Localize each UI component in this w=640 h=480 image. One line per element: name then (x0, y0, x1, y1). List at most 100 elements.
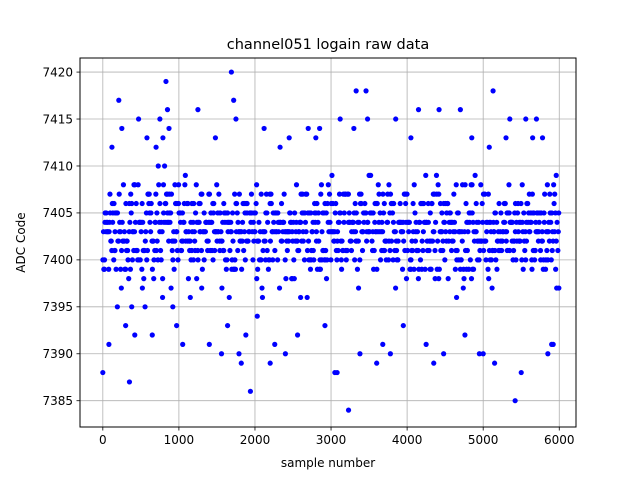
data-point (275, 210, 281, 216)
data-point (411, 182, 417, 188)
data-point (112, 229, 118, 235)
data-point (530, 135, 536, 141)
data-point (436, 191, 442, 197)
data-point (453, 294, 460, 301)
x-tick-label: 2000 (240, 433, 271, 447)
data-point (428, 266, 434, 272)
data-point (161, 163, 168, 169)
data-point (190, 219, 196, 225)
data-point (523, 116, 529, 122)
data-point (100, 369, 106, 376)
data-point (541, 219, 547, 225)
data-point (191, 200, 197, 207)
data-point (182, 172, 188, 178)
data-point (126, 276, 132, 282)
data-point (282, 257, 288, 263)
data-point (160, 182, 167, 188)
data-point (408, 257, 414, 263)
data-point (174, 322, 180, 329)
data-point (348, 238, 354, 244)
data-point (328, 257, 334, 263)
data-point (112, 247, 118, 254)
data-point (380, 341, 386, 347)
data-point (457, 107, 463, 113)
data-point (279, 238, 285, 244)
data-point (139, 285, 145, 291)
data-point (443, 229, 449, 235)
data-point (235, 219, 241, 225)
data-point (205, 238, 211, 244)
data-point (507, 116, 513, 122)
data-point (118, 266, 124, 272)
data-point (142, 304, 148, 310)
data-point (156, 182, 162, 188)
data-point (506, 210, 512, 216)
data-point (167, 219, 173, 225)
data-point (395, 257, 401, 263)
data-point (272, 247, 278, 254)
x-tick-label: 6000 (544, 433, 575, 447)
data-point (230, 238, 236, 244)
data-point (318, 182, 325, 188)
data-point (463, 200, 469, 207)
data-point (198, 247, 205, 254)
data-point (101, 266, 107, 272)
data-point (357, 351, 363, 357)
data-point (154, 238, 160, 244)
data-point (301, 257, 308, 263)
data-point (529, 191, 535, 197)
data-point (236, 351, 242, 357)
data-point (243, 332, 249, 338)
data-point (185, 276, 192, 282)
data-point (406, 219, 412, 225)
data-point (252, 210, 258, 216)
data-point (374, 360, 380, 366)
data-point (129, 304, 135, 310)
data-point (550, 341, 556, 347)
data-point (125, 247, 131, 254)
chart-title: channel051 logain raw data (227, 37, 429, 53)
data-point (206, 191, 213, 197)
data-point (518, 200, 524, 207)
data-point (317, 125, 323, 132)
data-point (212, 135, 219, 141)
data-point (221, 200, 227, 207)
data-point (195, 257, 201, 263)
data-point (379, 229, 386, 235)
data-point (370, 210, 376, 216)
data-point (352, 200, 358, 207)
data-point (442, 257, 448, 263)
data-point (381, 200, 387, 207)
data-point (325, 182, 331, 188)
data-point (441, 351, 447, 357)
data-point (481, 247, 487, 254)
data-point (261, 125, 267, 132)
data-point (445, 276, 451, 282)
data-point (387, 351, 393, 357)
data-point (403, 276, 410, 282)
data-point (106, 341, 112, 347)
data-point (483, 238, 489, 244)
data-point (158, 257, 164, 263)
data-point (372, 219, 378, 225)
data-point (542, 191, 548, 197)
data-point (304, 191, 310, 197)
data-point (139, 266, 145, 272)
data-point (163, 200, 169, 207)
data-point (255, 266, 261, 272)
data-point (488, 257, 494, 263)
data-point (192, 238, 198, 244)
data-point (379, 219, 385, 225)
data-point (319, 229, 325, 235)
data-point (470, 266, 477, 272)
data-point (212, 247, 218, 254)
data-point (503, 229, 510, 235)
data-point (209, 219, 215, 225)
data-point (346, 210, 352, 216)
data-point (336, 219, 342, 225)
data-point (549, 210, 555, 216)
data-point (229, 210, 236, 216)
data-point (126, 379, 133, 385)
data-point (228, 229, 234, 235)
data-point (265, 266, 271, 272)
